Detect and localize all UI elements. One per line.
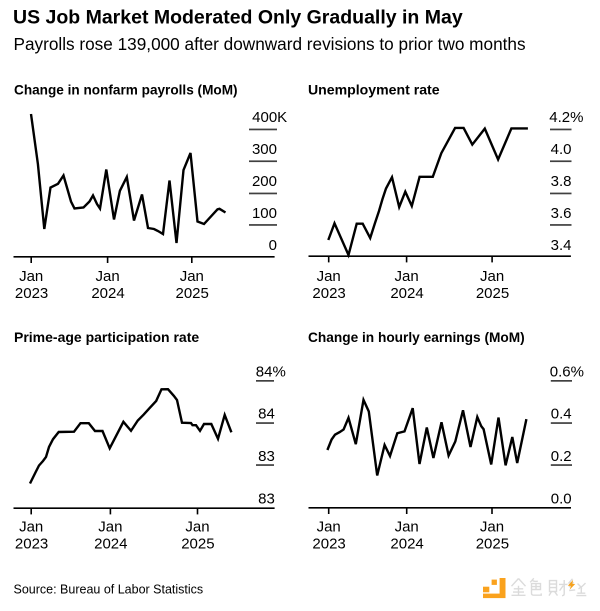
svg-text:2025: 2025 xyxy=(181,536,214,553)
svg-text:300: 300 xyxy=(252,141,277,158)
svg-text:2023: 2023 xyxy=(15,285,48,302)
svg-text:2024: 2024 xyxy=(390,285,423,302)
svg-text:Jan: Jan xyxy=(180,268,204,285)
svg-text:Jan: Jan xyxy=(185,519,209,536)
svg-text:Jan: Jan xyxy=(395,519,419,536)
svg-text:2025: 2025 xyxy=(176,285,209,302)
svg-text:Jan: Jan xyxy=(96,268,120,285)
svg-text:Jan: Jan xyxy=(317,519,341,536)
svg-text:Unemployment rate: Unemployment rate xyxy=(308,82,440,98)
svg-text:Prime-age participation rate: Prime-age participation rate xyxy=(14,329,199,345)
svg-text:2025: 2025 xyxy=(476,536,509,553)
svg-text:0.0: 0.0 xyxy=(551,491,572,508)
svg-text:Source: Bureau of Labor Statis: Source: Bureau of Labor Statistics xyxy=(14,583,204,597)
svg-text:3.8: 3.8 xyxy=(551,173,572,190)
svg-text:2023: 2023 xyxy=(312,536,345,553)
svg-text:2023: 2023 xyxy=(312,285,345,302)
svg-text:3.6: 3.6 xyxy=(551,205,572,222)
svg-text:100: 100 xyxy=(252,205,277,222)
svg-text:0: 0 xyxy=(269,237,277,254)
svg-text:83: 83 xyxy=(258,448,275,465)
svg-text:400K: 400K xyxy=(252,109,287,126)
svg-text:0.6%: 0.6% xyxy=(550,364,584,381)
svg-text:200: 200 xyxy=(252,173,277,190)
svg-text:2023: 2023 xyxy=(15,536,48,553)
svg-text:84: 84 xyxy=(258,406,275,423)
svg-text:4.2%: 4.2% xyxy=(549,109,583,126)
svg-text:2025: 2025 xyxy=(476,285,509,302)
svg-text:3.4: 3.4 xyxy=(551,237,572,254)
svg-text:0.2: 0.2 xyxy=(551,448,572,465)
svg-text:2024: 2024 xyxy=(94,536,127,553)
svg-text:Jan: Jan xyxy=(19,268,43,285)
svg-text:Jan: Jan xyxy=(480,519,504,536)
svg-text:Jan: Jan xyxy=(317,268,341,285)
svg-text:Jan: Jan xyxy=(395,268,419,285)
svg-text:4.0: 4.0 xyxy=(551,141,572,158)
svg-text:Change in hourly earnings (MoM: Change in hourly earnings (MoM) xyxy=(308,330,525,345)
svg-text:Jan: Jan xyxy=(98,519,122,536)
svg-text:2024: 2024 xyxy=(390,536,423,553)
svg-text:83: 83 xyxy=(258,491,275,508)
svg-text:84%: 84% xyxy=(256,364,286,381)
svg-text:2024: 2024 xyxy=(91,285,124,302)
svg-text:US Job Market Moderated Only G: US Job Market Moderated Only Gradually i… xyxy=(13,7,463,29)
svg-text:Jan: Jan xyxy=(480,268,504,285)
svg-text:Jan: Jan xyxy=(19,519,43,536)
svg-text:Payrolls rose 139,000 after do: Payrolls rose 139,000 after downward rev… xyxy=(14,34,526,54)
svg-text:Change in nonfarm payrolls (Mo: Change in nonfarm payrolls (MoM) xyxy=(14,83,238,98)
svg-text:0.4: 0.4 xyxy=(551,406,572,423)
